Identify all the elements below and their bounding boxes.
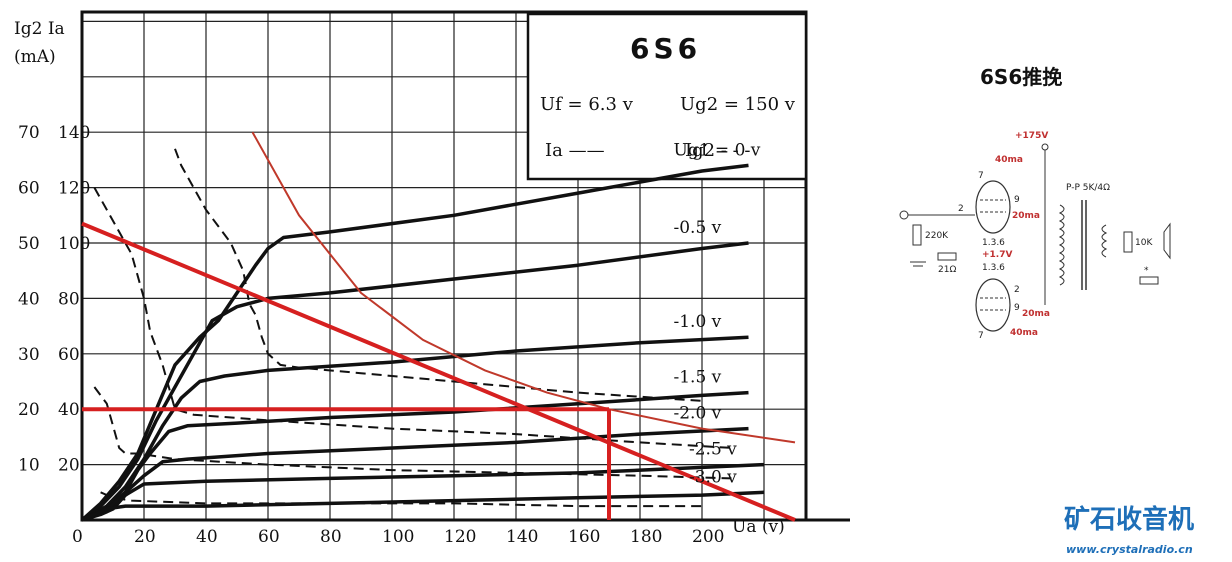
bias-voltage: +1.7V xyxy=(982,250,1012,260)
ia-curve-label: -3.0 v xyxy=(689,467,737,487)
ig2-curve xyxy=(100,491,702,508)
x-tick-label: 120 xyxy=(444,527,476,547)
load-resistor-icon xyxy=(1123,231,1133,253)
info-box: 6S6 Uf = 6.3 v Ug2 = 150 v Ia —— Ig2 - -… xyxy=(526,12,808,181)
cathode-resistor-icon xyxy=(937,252,957,261)
x-tick-label: 60 xyxy=(258,527,280,547)
tick-labels: 0 20 40 60 80 100 120 140 160 180 200 20 10 40 20 60 30 8… xyxy=(18,123,724,547)
feedback-star: * xyxy=(1144,266,1149,276)
y-tick-label-ia: 80 xyxy=(58,289,80,309)
pin-top-9: 9 xyxy=(1014,195,1020,205)
y-tick-label-ig2: 10 xyxy=(18,456,40,476)
brand-watermark: 矿石收音机 www.crystalradio.cn xyxy=(1064,504,1194,556)
y-tick-label-ia: 100 xyxy=(58,234,90,254)
x-tick-label: 180 xyxy=(630,527,662,547)
legend-ig2: Ig2 - - - xyxy=(685,140,751,161)
curve-labels: Ug1 = 0 v -0.5 v -1.0 v -1.5 v -2.0 v -2.5 v -… xyxy=(674,140,761,487)
y-tick-label-ia: 120 xyxy=(58,179,90,199)
tube-top-icon xyxy=(975,180,1011,234)
pin-top-7: 7 xyxy=(978,171,984,181)
y-axis-label-line1: Ig2 Ia xyxy=(14,19,65,39)
ia-curve-label: -1.0 v xyxy=(674,312,722,332)
y-tick-label-ig2: 40 xyxy=(18,289,40,309)
current-bottom: 40ma xyxy=(1010,328,1038,338)
ia-curve xyxy=(80,241,749,522)
chart-title: 6S6 xyxy=(630,32,701,65)
ia-curve-label: Ug1 = 0 v xyxy=(674,140,761,160)
load-resistor-label: 10K xyxy=(1135,238,1153,248)
condition-ug2: Ug2 = 150 v xyxy=(680,94,796,115)
supply-voltage: +175V xyxy=(1015,131,1048,141)
transformer-label: P-P 5K/4Ω xyxy=(1066,183,1110,193)
ia-curve xyxy=(81,335,749,522)
ia-curve xyxy=(81,426,749,522)
x-tick-label: 160 xyxy=(568,527,600,547)
y-tick-label-ia: 140 xyxy=(58,123,90,143)
pin-bottom-7: 7 xyxy=(978,331,984,341)
x-tick-label: 80 xyxy=(320,527,342,547)
push-pull-schematic: 6S6推挽 +175V 40ma 40ma 20ma 20ma P-P 5K/4… xyxy=(899,65,1171,341)
transformer-secondary-icon xyxy=(1101,224,1108,258)
y-tick-label-ia: 60 xyxy=(58,345,80,365)
ia-curve-label: -2.0 v xyxy=(674,404,722,424)
x-axis-label: Ua (v) xyxy=(732,517,785,537)
pin-bottom-9: 9 xyxy=(1014,303,1020,313)
ia-curve-label: -1.5 v xyxy=(674,368,722,388)
brand-name: 矿石收音机 xyxy=(1064,504,1194,535)
tube-bottom-icon xyxy=(975,278,1011,332)
y-tick-label-ia: 40 xyxy=(58,400,80,420)
screen-current-bottom: 20ma xyxy=(1022,309,1050,319)
brand-url: www.crystalradio.cn xyxy=(1066,543,1193,556)
current-top: 40ma xyxy=(995,155,1023,165)
y-tick-label-ig2: 70 xyxy=(18,123,40,143)
screen-current-top: 20ma xyxy=(1012,211,1040,221)
x-tick-label: 20 xyxy=(134,527,156,547)
x-tick-label: 0 xyxy=(72,527,83,547)
legend-ia: Ia —— xyxy=(545,140,605,161)
x-tick-label: 40 xyxy=(196,527,218,547)
x-tick-label: 140 xyxy=(506,527,538,547)
feedback-resistor-icon xyxy=(1139,276,1159,285)
transformer-primary-icon xyxy=(1058,204,1065,286)
ia-curve-label: -2.5 v xyxy=(689,440,737,460)
y-tick-label-ig2: 20 xyxy=(18,400,40,420)
x-tick-label: 200 xyxy=(692,527,724,547)
ia-curve xyxy=(80,163,749,522)
pin-bottom-cathode: 1.3.6 xyxy=(982,263,1005,273)
cathode-resistor-label: 21Ω xyxy=(938,265,956,275)
info-box-frame xyxy=(526,12,808,181)
y-tick-label-ig2: 50 xyxy=(18,234,40,254)
ia-curve xyxy=(81,462,765,522)
grid-resistor-label: 220K xyxy=(925,231,949,241)
pin-top-cathode: 1.3.6 xyxy=(982,238,1005,248)
y-tick-label-ig2: 60 xyxy=(18,179,40,199)
ia-curve xyxy=(81,490,765,522)
ig2-curve xyxy=(174,148,703,402)
ia-curves xyxy=(80,163,765,522)
overlay-lines xyxy=(81,131,796,522)
load-line xyxy=(81,221,796,522)
pin-bottom-2: 2 xyxy=(1014,285,1020,295)
grid-resistor-icon xyxy=(912,224,922,246)
y-axis-label-line2: (mA) xyxy=(14,47,56,67)
x-tick-label: 100 xyxy=(382,527,414,547)
speaker-icon xyxy=(1163,222,1171,260)
y-tick-label-ig2: 30 xyxy=(18,345,40,365)
ia-curve-label: -0.5 v xyxy=(674,218,722,238)
input-jack-icon xyxy=(899,210,909,220)
supply-terminal-icon xyxy=(1041,143,1049,151)
condition-uf: Uf = 6.3 v xyxy=(540,94,634,115)
power-hyperbola xyxy=(251,131,796,444)
pin-top-2: 2 xyxy=(958,204,964,214)
y-tick-label-ia: 20 xyxy=(58,456,80,476)
schematic-title: 6S6推挽 xyxy=(980,65,1062,89)
